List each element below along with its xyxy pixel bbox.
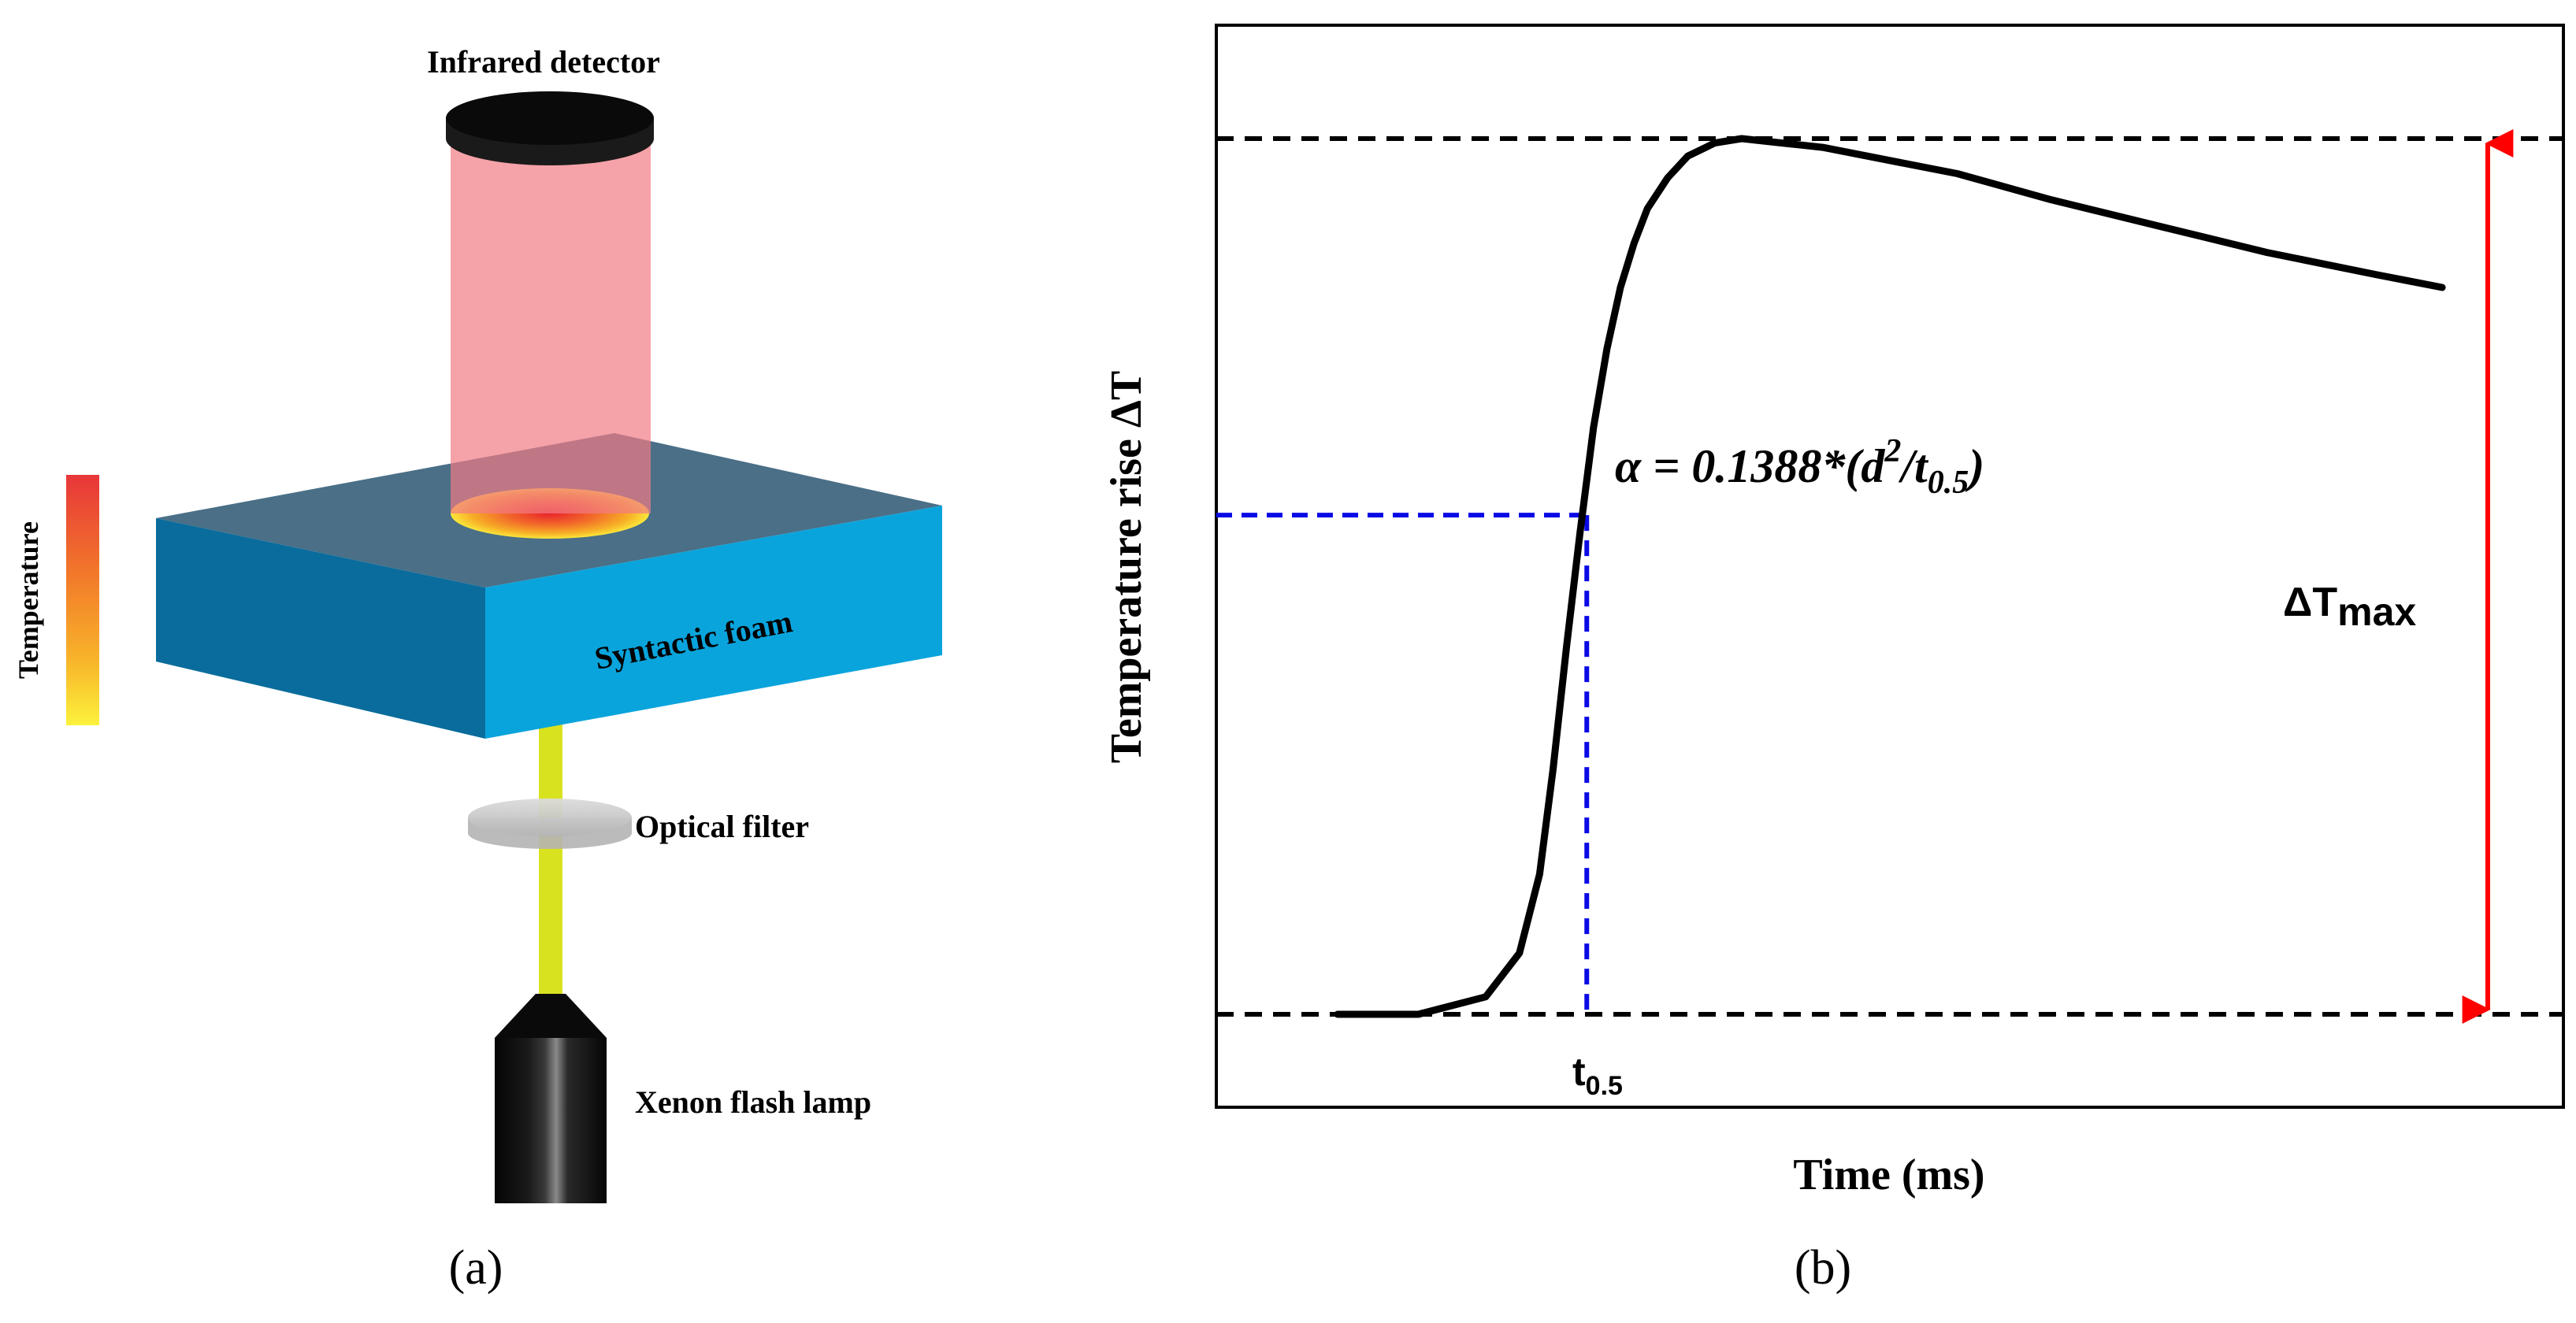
xenon-flash-lamp-icon xyxy=(495,994,607,1203)
equation-label: α = 0.1388*(d2/t0.5) xyxy=(1615,433,1984,501)
filter-label: Optical filter xyxy=(635,809,809,844)
temperature-rise-curve xyxy=(1334,135,2446,1018)
y-axis-label: Temperature rise ΔT xyxy=(1102,371,1151,764)
plot-frame xyxy=(1215,24,2565,1109)
infrared-detector-icon xyxy=(446,91,654,165)
panel-a: Temperature Optical filter Xenon flash l… xyxy=(13,44,942,1295)
optical-filter-icon xyxy=(468,799,632,849)
colorbar-label: Temperature xyxy=(13,521,44,679)
panel-b: α = 0.1388*(d2/t0.5) t0.5 ΔTmax Time (ms… xyxy=(1102,24,2565,1295)
dt-max-label: ΔTmax xyxy=(2283,580,2416,634)
temperature-colorbar xyxy=(66,475,99,725)
x-axis-label: Time (ms) xyxy=(1793,1151,1984,1199)
panel-b-label: (b) xyxy=(1795,1241,1851,1295)
panel-a-label: (a) xyxy=(449,1241,503,1295)
detector-label: Infrared detector xyxy=(427,44,660,80)
lamp-label: Xenon flash lamp xyxy=(635,1084,871,1120)
flash-beam xyxy=(539,723,562,999)
half-time-label: t0.5 xyxy=(1572,1050,1623,1101)
infrared-beam xyxy=(451,118,651,513)
